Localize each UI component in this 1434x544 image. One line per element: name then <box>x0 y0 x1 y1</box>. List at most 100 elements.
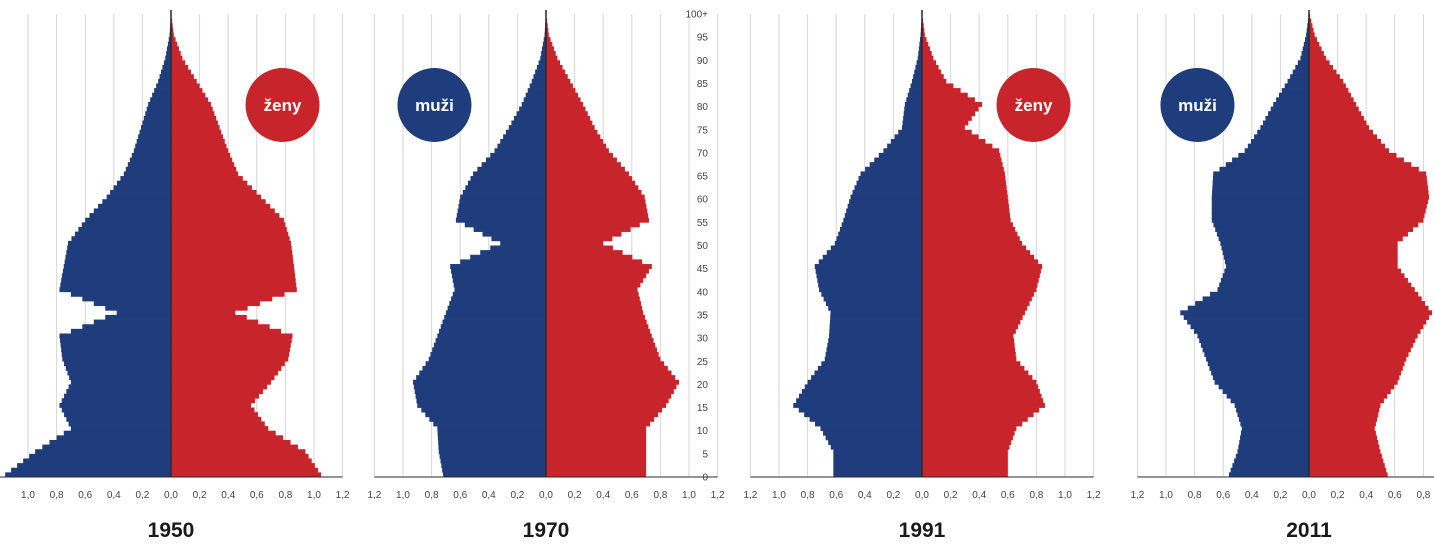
female-bar-1950 <box>171 208 275 214</box>
male-bar-2011 <box>1216 231 1309 237</box>
female-bar-1950 <box>171 97 209 103</box>
female-bar-1950 <box>171 92 206 98</box>
female-bar-2011 <box>1309 453 1382 459</box>
male-bar-1950 <box>135 143 171 149</box>
female-bar-2011 <box>1309 236 1403 242</box>
female-bar-2011 <box>1309 259 1398 265</box>
male-bar-2011 <box>1302 46 1309 52</box>
male-bar-1970 <box>540 55 546 61</box>
male-bar-2011 <box>1306 32 1309 38</box>
male-bar-2011 <box>1217 287 1309 293</box>
male-bar-1950 <box>140 125 171 131</box>
male-bar-1970 <box>460 194 546 200</box>
female-bar-1991 <box>922 421 1023 427</box>
female-bar-1991 <box>922 453 1008 459</box>
female-bar-1991 <box>922 439 1012 445</box>
female-bar-1991 <box>922 268 1041 274</box>
female-bar-1950 <box>171 139 225 144</box>
female-bar-2011 <box>1309 213 1425 219</box>
x-tick-label-1970: 1,0 <box>682 490 696 501</box>
male-bar-1991 <box>793 402 922 408</box>
female-bar-1970 <box>546 139 604 144</box>
female-bar-1970 <box>546 236 613 242</box>
female-bar-1991 <box>922 426 1017 432</box>
male-bar-1991 <box>911 78 922 84</box>
male-bar-1970 <box>429 416 546 422</box>
male-bar-2011 <box>1209 365 1309 371</box>
female-bar-1991 <box>922 463 1008 469</box>
female-bar-2011 <box>1309 435 1378 441</box>
female-bar-1950 <box>171 296 273 302</box>
male-bar-1970 <box>500 240 546 246</box>
female-bar-2011 <box>1309 389 1391 395</box>
pyramid-1970 <box>413 14 679 478</box>
male-bar-2011 <box>1211 213 1309 219</box>
female-bar-1970 <box>546 60 561 66</box>
female-bar-1970 <box>546 453 647 459</box>
male-bar-1991 <box>919 37 922 43</box>
female-bar-2011 <box>1309 166 1419 172</box>
female-bar-1991 <box>922 412 1034 418</box>
female-bar-1970 <box>546 194 645 200</box>
female-bar-1970 <box>546 314 645 320</box>
female-bar-1970 <box>546 426 647 432</box>
female-bar-1970 <box>546 23 548 29</box>
female-bar-1950 <box>171 384 268 390</box>
male-bar-1950 <box>64 361 171 367</box>
female-bar-1991 <box>922 23 924 29</box>
female-bar-2011 <box>1309 310 1432 316</box>
x-tick-label-2011: 0,2 <box>1273 490 1287 501</box>
female-bar-1991 <box>922 301 1030 307</box>
female-bar-1991 <box>922 351 1016 357</box>
x-tick-label-2011: 0,4 <box>1245 490 1259 501</box>
female-bar-2011 <box>1309 467 1387 473</box>
male-bar-1991 <box>833 458 922 464</box>
x-tick-label-1991: 0,6 <box>1001 490 1015 501</box>
female-bar-1991 <box>922 92 968 98</box>
female-bar-1970 <box>546 148 609 154</box>
male-bar-1991 <box>830 444 922 450</box>
female-bar-1991 <box>922 430 1015 436</box>
male-bar-1950 <box>42 444 171 450</box>
female-bar-1950 <box>171 236 290 242</box>
female-bar-1950 <box>171 268 295 274</box>
male-bar-1970 <box>425 412 546 418</box>
female-bar-1950 <box>171 180 248 186</box>
male-bar-1991 <box>906 97 922 103</box>
female-bar-1950 <box>171 458 312 464</box>
female-bar-1991 <box>922 296 1032 302</box>
male-bar-1991 <box>822 254 922 260</box>
male-bar-1950 <box>82 324 171 330</box>
male-bar-2011 <box>1183 314 1309 320</box>
female-bar-1970 <box>546 55 558 61</box>
male-bar-1950 <box>89 213 171 219</box>
male-bar-1950 <box>166 46 171 52</box>
male-bar-1991 <box>878 152 922 158</box>
female-bar-1991 <box>922 134 979 140</box>
badge-label-1970: muži <box>415 96 454 115</box>
female-bar-1950 <box>171 231 289 237</box>
male-bar-1950 <box>148 101 171 107</box>
male-bar-1950 <box>61 277 172 283</box>
female-bar-2011 <box>1309 97 1354 103</box>
female-bar-2011 <box>1309 78 1344 84</box>
age-tick-label: 10 <box>697 426 709 437</box>
female-bar-1970 <box>546 449 647 455</box>
male-bar-1970 <box>413 384 546 390</box>
male-bar-1970 <box>459 199 546 205</box>
x-tick-label-1991: 0,0 <box>915 490 929 501</box>
male-bar-1970 <box>541 51 546 57</box>
x-tick-label-1950: 0,6 <box>250 490 264 501</box>
male-bar-1991 <box>821 291 922 297</box>
male-bar-1991 <box>869 162 922 168</box>
male-bar-1970 <box>500 139 546 144</box>
male-bar-1950 <box>59 287 171 293</box>
female-bar-1970 <box>546 203 647 209</box>
female-bar-1950 <box>171 217 284 223</box>
male-bar-1970 <box>430 351 546 357</box>
male-bar-1991 <box>830 314 922 320</box>
male-bar-1970 <box>511 120 546 126</box>
male-bar-1991 <box>907 92 922 98</box>
male-bar-1991 <box>903 115 922 121</box>
female-bar-1970 <box>546 291 639 297</box>
